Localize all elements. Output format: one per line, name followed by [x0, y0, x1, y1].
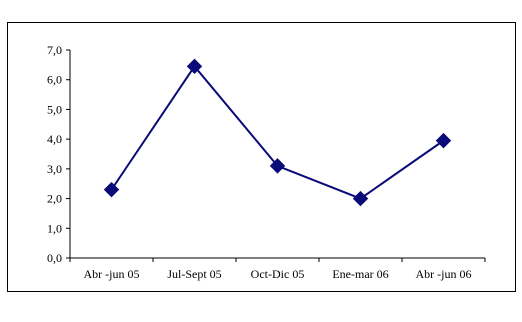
y-tick-label: 5,0	[47, 102, 62, 116]
x-tick-label: Abr -jun 06	[416, 267, 472, 281]
axes	[66, 49, 486, 262]
series-group	[103, 58, 452, 207]
data-point-marker	[186, 58, 203, 75]
data-point-marker	[103, 181, 120, 198]
x-tick-label: Jul-Sept 05	[167, 267, 221, 281]
y-tick-label: 0,0	[47, 251, 62, 265]
y-tick-label: 7,0	[47, 43, 62, 57]
series-line	[110, 64, 445, 200]
y-tick-label: 6,0	[47, 73, 62, 87]
data-point-marker	[352, 190, 369, 207]
x-tick-label: Abr -jun 05	[84, 267, 140, 281]
y-tick-label: 2,0	[47, 192, 62, 206]
y-tick-label: 1,0	[47, 221, 62, 235]
data-point-marker	[435, 132, 452, 149]
y-tick-label: 4,0	[47, 132, 62, 146]
x-tick-labels: Abr -jun 05 Jul-Sept 05 Oct-Dic 05 Ene-mar …	[84, 267, 472, 281]
x-tick-label: Oct-Dic 05	[251, 267, 305, 281]
x-tick-label: Ene-mar 06	[332, 267, 388, 281]
y-tick-label: 3,0	[47, 162, 62, 176]
chart-frame	[7, 22, 516, 292]
y-tick-labels: 0,0 1,0 2,0 3,0 4,0 5,0 6,0 7,0	[47, 43, 62, 265]
data-point-marker	[269, 158, 286, 174]
